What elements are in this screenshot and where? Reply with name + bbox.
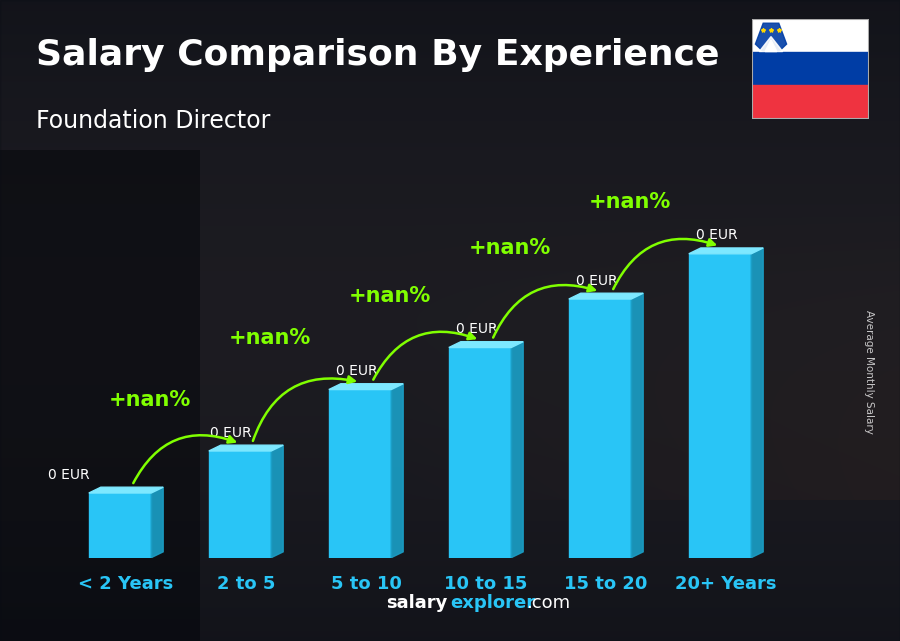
Text: +nan%: +nan% bbox=[349, 286, 431, 306]
Text: +nan%: +nan% bbox=[589, 192, 671, 212]
Polygon shape bbox=[449, 342, 523, 347]
Polygon shape bbox=[151, 487, 163, 558]
Polygon shape bbox=[631, 293, 644, 558]
Polygon shape bbox=[89, 487, 163, 493]
Text: Salary Comparison By Experience: Salary Comparison By Experience bbox=[36, 38, 719, 72]
Polygon shape bbox=[569, 293, 643, 299]
Polygon shape bbox=[392, 384, 403, 558]
Polygon shape bbox=[688, 254, 752, 558]
Bar bbox=[752, 85, 868, 119]
Text: 10 to 15: 10 to 15 bbox=[445, 576, 527, 594]
Text: 2 to 5: 2 to 5 bbox=[217, 576, 275, 594]
Polygon shape bbox=[760, 37, 783, 51]
Polygon shape bbox=[89, 493, 151, 558]
Text: salary: salary bbox=[386, 594, 447, 612]
Text: 0 EUR: 0 EUR bbox=[210, 426, 252, 440]
Polygon shape bbox=[449, 347, 511, 558]
Text: 0 EUR: 0 EUR bbox=[456, 322, 498, 337]
Polygon shape bbox=[209, 451, 271, 558]
Text: 0 EUR: 0 EUR bbox=[48, 468, 90, 481]
Bar bbox=[752, 53, 868, 85]
Polygon shape bbox=[511, 342, 523, 558]
Text: Foundation Director: Foundation Director bbox=[36, 109, 270, 133]
Text: < 2 Years: < 2 Years bbox=[78, 576, 174, 594]
Text: +nan%: +nan% bbox=[469, 238, 551, 258]
Polygon shape bbox=[688, 248, 763, 254]
Polygon shape bbox=[271, 445, 284, 558]
Polygon shape bbox=[209, 445, 284, 451]
Polygon shape bbox=[752, 248, 763, 558]
Polygon shape bbox=[755, 23, 787, 59]
Text: 5 to 10: 5 to 10 bbox=[330, 576, 401, 594]
Polygon shape bbox=[328, 390, 392, 558]
Bar bbox=[752, 19, 868, 53]
Text: 0 EUR: 0 EUR bbox=[336, 364, 378, 378]
Text: 15 to 20: 15 to 20 bbox=[564, 576, 648, 594]
Text: 20+ Years: 20+ Years bbox=[675, 576, 777, 594]
Text: +nan%: +nan% bbox=[109, 390, 191, 410]
Text: +nan%: +nan% bbox=[229, 328, 311, 348]
Text: Average Monthly Salary: Average Monthly Salary bbox=[863, 310, 874, 434]
Polygon shape bbox=[569, 299, 631, 558]
Text: .com: .com bbox=[526, 594, 571, 612]
Text: 0 EUR: 0 EUR bbox=[696, 228, 738, 242]
Polygon shape bbox=[765, 40, 777, 51]
Polygon shape bbox=[328, 384, 403, 390]
Text: explorer: explorer bbox=[450, 594, 536, 612]
Text: 0 EUR: 0 EUR bbox=[576, 274, 617, 288]
